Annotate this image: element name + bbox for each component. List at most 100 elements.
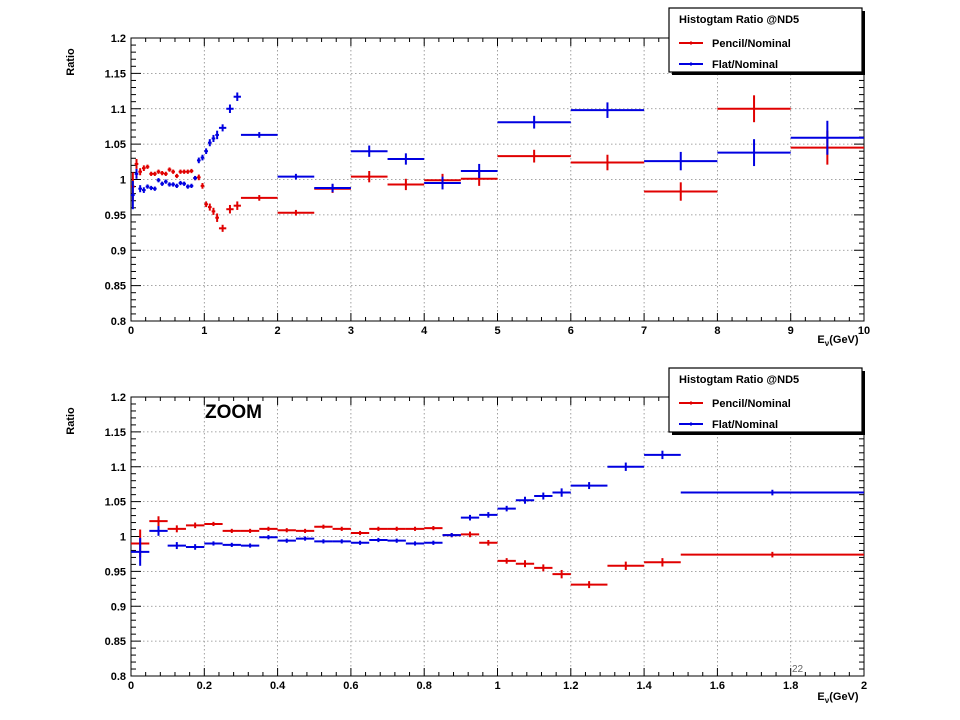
data-point xyxy=(405,526,425,531)
x-tick-label: 0.6 xyxy=(343,680,358,692)
legend-box xyxy=(668,367,863,433)
data-point xyxy=(182,169,186,174)
data-point xyxy=(350,530,370,536)
data-point xyxy=(222,542,241,547)
legend-entry-label: Flat/Nominal xyxy=(712,59,778,71)
data-point xyxy=(145,184,150,189)
chart-full-range: 0 1 2 3 4 5 6 7 8 9 10 0.8 0.85 0.9 0.95 1 1.05 1.1 1.15 1.… xyxy=(65,7,870,348)
data-point xyxy=(277,173,315,180)
y-tick-label: 0.85 xyxy=(105,281,126,293)
data-point xyxy=(424,540,443,545)
data-point xyxy=(167,542,186,550)
data-point xyxy=(607,561,645,570)
data-point xyxy=(479,512,498,518)
data-point xyxy=(171,182,175,187)
x-tick-label: 0 xyxy=(128,680,134,692)
legend: Histogtam Ratio @ND5 Pencil/Nominal Flat/N… xyxy=(668,367,865,435)
y-tick-label: 1.2 xyxy=(111,33,126,45)
data-point xyxy=(152,171,157,176)
data-point xyxy=(174,183,179,188)
data-point xyxy=(167,182,172,187)
data-point xyxy=(405,541,425,546)
zoom-annotation: ZOOM xyxy=(205,402,262,423)
data-point xyxy=(644,558,681,567)
data-point xyxy=(215,213,219,222)
data-point xyxy=(138,168,142,176)
data-point xyxy=(211,207,216,215)
y-tick-label: 0.8 xyxy=(111,671,126,683)
x-tick-label: 10 xyxy=(858,325,870,337)
data-point xyxy=(134,158,139,169)
y-tick-label: 1.1 xyxy=(111,462,126,474)
data-point xyxy=(196,157,201,164)
y-tick-label: 0.9 xyxy=(111,601,126,613)
data-point xyxy=(369,537,388,543)
data-point xyxy=(332,526,351,531)
data-point xyxy=(196,174,201,181)
data-point xyxy=(160,171,164,176)
data-point xyxy=(182,181,186,186)
data-point xyxy=(570,581,608,589)
data-point xyxy=(226,204,234,214)
data-point xyxy=(149,526,168,536)
y-tick-label: 1.15 xyxy=(105,427,126,439)
data-point xyxy=(552,488,571,497)
data-point xyxy=(215,130,219,140)
data-point xyxy=(131,537,150,566)
data-point xyxy=(185,184,190,189)
data-point xyxy=(207,203,212,211)
x-tick-label: 1.2 xyxy=(563,680,578,692)
data-point xyxy=(552,569,571,579)
x-tick-label: 6 xyxy=(568,325,574,337)
data-point xyxy=(387,178,425,191)
data-point xyxy=(295,528,315,534)
data-point xyxy=(497,149,571,163)
data-point xyxy=(644,182,718,201)
x-axis: 0 1 2 3 4 5 6 7 8 9 10 xyxy=(128,38,870,337)
data-point xyxy=(369,526,388,531)
data-point xyxy=(185,169,190,174)
data-point xyxy=(259,526,278,531)
data-point xyxy=(167,167,172,172)
x-tick-label: 0.2 xyxy=(197,680,212,692)
series-flat-nominal xyxy=(131,92,864,210)
data-point xyxy=(200,154,205,161)
data-point xyxy=(174,173,179,179)
series-flat-nominal xyxy=(131,450,864,566)
data-point xyxy=(424,526,443,531)
data-point xyxy=(717,139,791,167)
x-tick-label: 1.8 xyxy=(783,680,798,692)
data-point xyxy=(515,496,535,504)
data-point xyxy=(680,551,864,558)
page-number: 22 xyxy=(792,664,804,675)
data-point xyxy=(189,183,194,188)
data-point xyxy=(387,526,406,531)
data-point xyxy=(314,524,333,529)
data-point xyxy=(534,564,553,572)
data-point xyxy=(277,209,315,216)
legend-title: Histogtam Ratio @ND5 xyxy=(679,14,799,26)
data-point xyxy=(332,539,351,544)
data-point xyxy=(424,176,461,190)
data-point xyxy=(607,462,645,471)
data-point xyxy=(149,185,153,191)
x-tick-label: 5 xyxy=(494,325,500,337)
data-point xyxy=(350,171,388,183)
x-tick-label: 4 xyxy=(421,325,428,337)
data-point xyxy=(277,538,296,543)
data-point xyxy=(167,525,186,533)
data-point xyxy=(387,153,425,165)
data-point xyxy=(156,169,161,174)
x-axis-title-unit: (GeV) xyxy=(829,334,859,346)
chart-zoom: 0 0.2 0.4 0.6 0.8 1 1.2 1.4 1.6 1.8 2 0.8 0.85 0.9 0.9… xyxy=(65,367,867,705)
data-point xyxy=(680,489,864,496)
grid xyxy=(131,397,864,676)
data-point xyxy=(460,163,498,179)
x-axis-title-main: E xyxy=(817,691,824,703)
data-point xyxy=(460,531,480,538)
data-point xyxy=(185,544,205,550)
data-point xyxy=(717,95,791,123)
x-axis-title: Eν(GeV) xyxy=(817,691,858,705)
data-point xyxy=(442,533,461,538)
